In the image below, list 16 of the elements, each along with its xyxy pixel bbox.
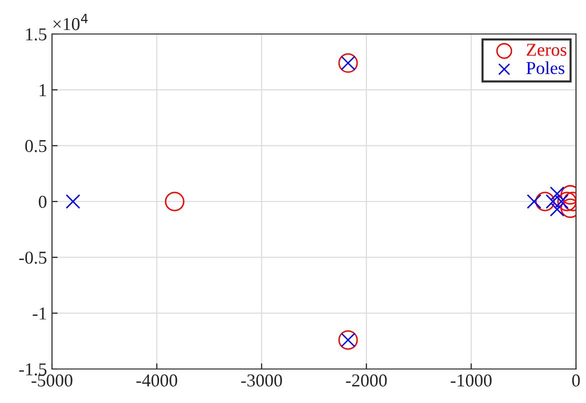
x-tick-label: -3000 <box>241 374 282 387</box>
text: ×10$^{4}$ <box>53 14 88 30</box>
y-tick-label: -1 <box>32 308 46 320</box>
x-tick-label: -4000 <box>136 374 178 387</box>
legend-label: Poles <box>526 61 564 74</box>
x-tick-label: -5000 <box>32 374 72 387</box>
y-tick-label: 0 <box>38 196 46 208</box>
y-tick-label: 1 <box>40 84 46 96</box>
y-tick-label: 0.5 <box>25 140 46 152</box>
x-tick-label: 0 <box>572 374 580 387</box>
y-tick-label: -1.5 <box>19 363 46 376</box>
y-tick-label: -0.5 <box>19 252 46 264</box>
x-tick-label: -2000 <box>346 374 387 387</box>
y-tick-label: 1.5 <box>26 28 46 41</box>
x-tick-label: -1000 <box>450 374 492 387</box>
legend-label: Zeros <box>526 44 566 56</box>
